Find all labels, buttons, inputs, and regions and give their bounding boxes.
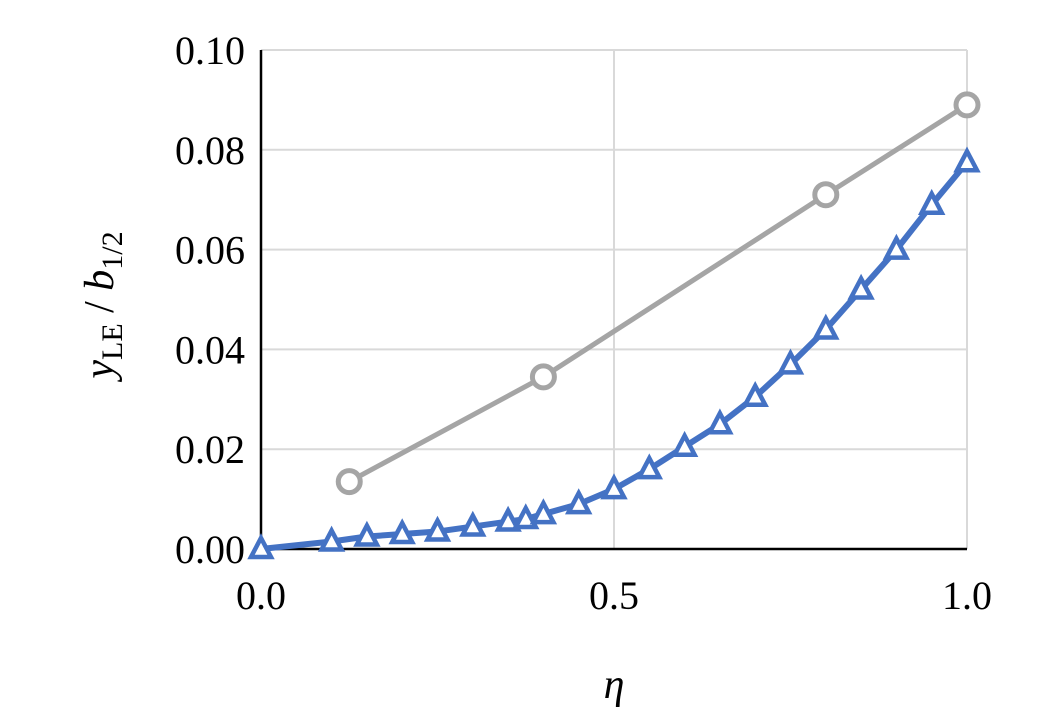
data-point: [776, 348, 805, 375]
data-point: [706, 408, 734, 435]
data-point: [953, 146, 981, 173]
y-axis-title-main2: b: [77, 270, 123, 291]
y-tick-label: 0.00: [175, 527, 245, 572]
data-point: [423, 515, 452, 542]
y-tick-label: 0.10: [175, 28, 245, 73]
gridlines: [261, 49, 968, 549]
data-point: [635, 453, 664, 480]
data-point: [317, 525, 346, 552]
data-point: [917, 188, 946, 215]
y-tick-label: 0.04: [175, 327, 245, 372]
series-line: [346, 102, 970, 485]
data-point: [353, 520, 381, 547]
data-point: [670, 430, 699, 457]
data-point: [882, 233, 911, 260]
y-axis-title-main: y: [77, 360, 123, 383]
data-point: [459, 510, 487, 537]
series-layer: [247, 91, 981, 560]
y-axis-title-sep: /: [77, 291, 123, 324]
series-2: [247, 146, 981, 560]
data-point: [494, 505, 522, 532]
tick-labels: 0.00 0.02 0.04 0.06 0.08 0.10 0.0 0.5 1.0: [175, 28, 992, 618]
data-point: [812, 181, 840, 209]
data-point: [564, 488, 593, 515]
y-tick-label: 0.06: [175, 228, 245, 273]
data-point: [529, 498, 558, 525]
y-tick-label: 0.08: [175, 128, 245, 173]
data-point: [741, 380, 769, 408]
y-axis-title-sub2: 1/2: [96, 231, 129, 269]
data-point: [953, 91, 981, 119]
axes: [259, 50, 967, 551]
x-tick-label: 1.0: [942, 573, 992, 618]
y-axis-title-sub1: LE: [96, 323, 129, 360]
data-point: [847, 273, 875, 300]
x-axis-title: η: [604, 662, 625, 708]
data-point: [335, 468, 363, 496]
series-1: [335, 91, 981, 496]
data-point: [812, 313, 840, 340]
data-point: [247, 533, 275, 560]
x-tick-label: 0.0: [236, 573, 286, 618]
y-axis-title: yLE / b1/2: [77, 231, 129, 382]
data-point: [600, 473, 628, 500]
data-point: [388, 518, 416, 545]
data-point: [529, 363, 557, 391]
x-tick-label: 0.5: [589, 573, 639, 618]
y-tick-label: 0.02: [175, 427, 245, 472]
